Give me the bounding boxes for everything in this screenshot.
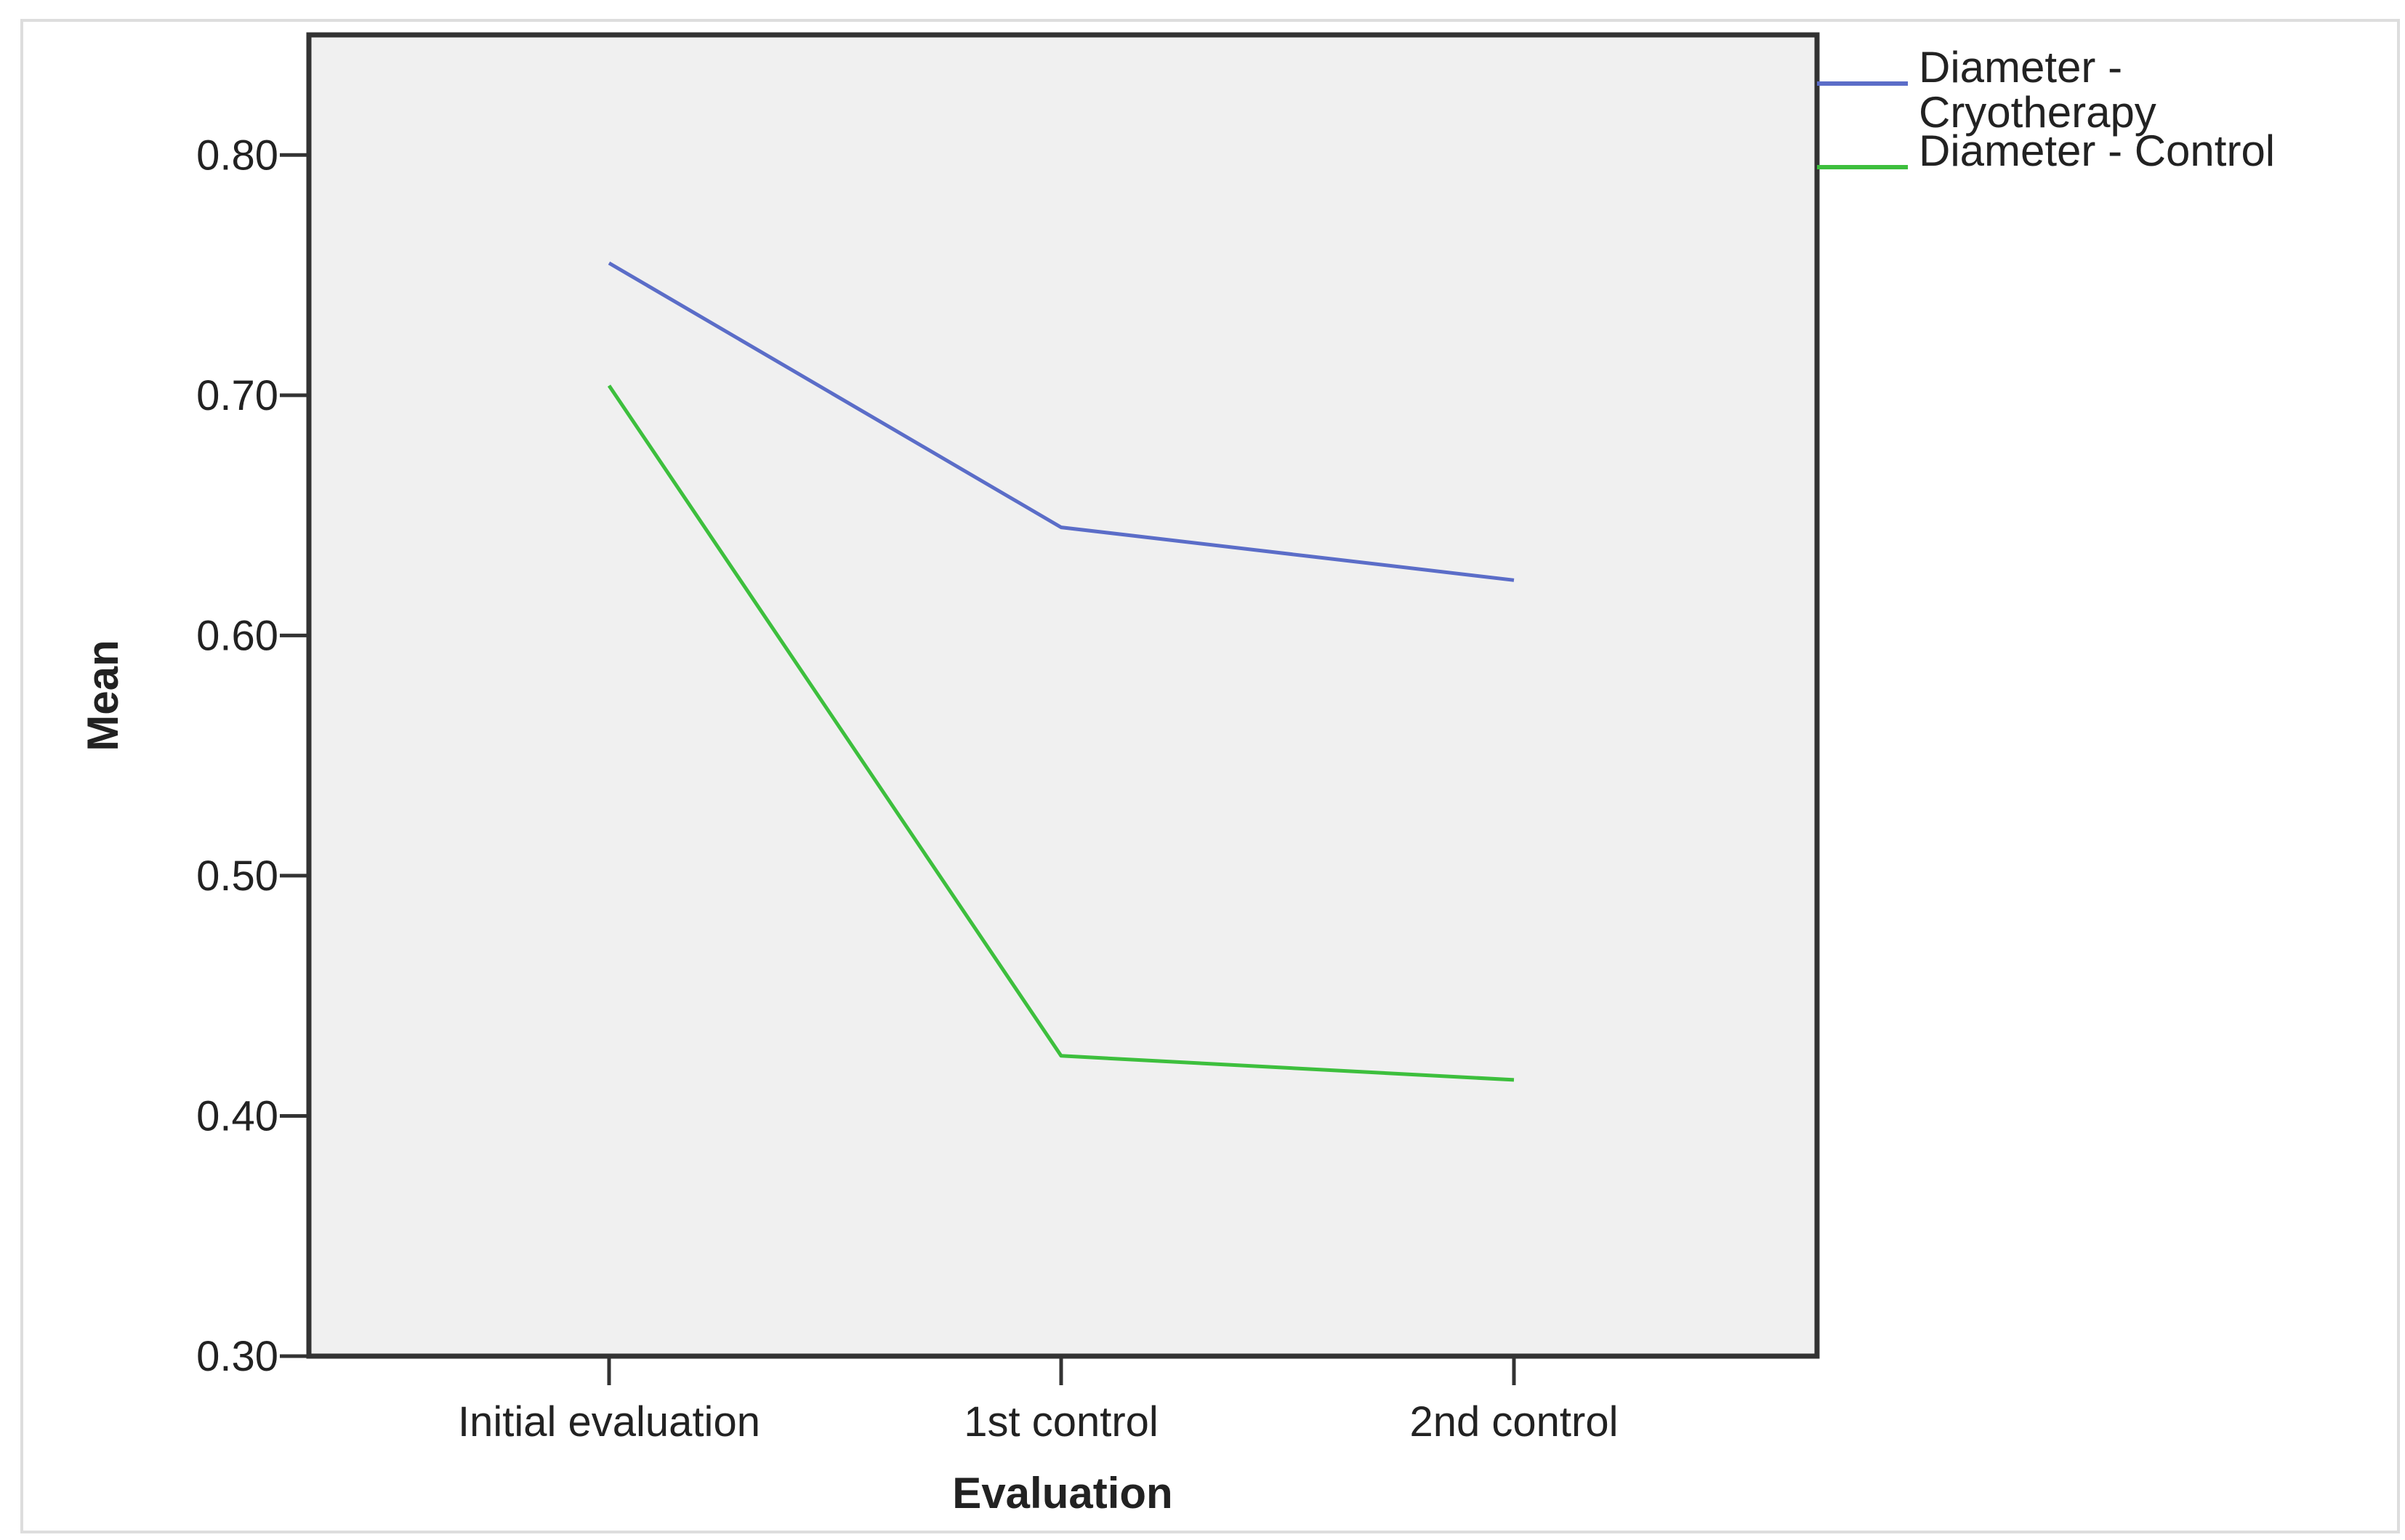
plot-area	[306, 32, 1820, 1359]
y-tick-label: 0.40	[196, 1092, 278, 1140]
legend-label-1: Diameter - Control	[1919, 126, 2275, 175]
x-axis-title: Evaluation	[952, 1469, 1172, 1517]
y-axis: 0.30 0.40 0.50 0.60 0.70 0.80	[196, 132, 309, 1380]
legend-label-0: Cryotherapy	[1919, 88, 2156, 137]
y-tick-label: 0.80	[196, 132, 278, 179]
x-tick-label: Initial evaluation	[458, 1398, 760, 1446]
series-layer	[607, 261, 1515, 1082]
series-line-1	[607, 384, 1515, 1082]
y-tick-label: 0.50	[196, 852, 278, 900]
y-tick-label: 0.60	[196, 612, 278, 659]
series-line-0	[608, 261, 1515, 582]
y-axis-title: Mean	[78, 640, 127, 751]
legend-label-0: Diameter -	[1919, 43, 2122, 92]
y-tick-label: 0.70	[196, 372, 278, 419]
y-tick-label: 0.30	[196, 1333, 278, 1380]
x-tick-label: 1st control	[964, 1398, 1159, 1446]
x-axis: Initial evaluation 1st control 2nd control	[458, 1356, 1618, 1446]
x-tick-label: 2nd control	[1410, 1398, 1619, 1446]
